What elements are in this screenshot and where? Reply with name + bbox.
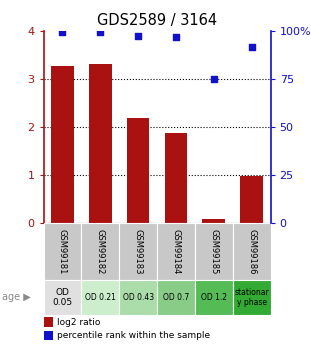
Bar (119, 280, 157, 315)
Bar (51, 66, 74, 223)
Bar (202, 219, 225, 223)
Bar (89, 63, 112, 223)
Text: OD 0.43: OD 0.43 (123, 293, 154, 302)
Bar (195, 223, 233, 280)
Bar (119, 223, 157, 280)
Bar (44, 317, 53, 327)
Point (60, 29, 65, 35)
Text: OD
0.05: OD 0.05 (52, 288, 72, 307)
Point (249, 45, 254, 50)
Text: GSM99185: GSM99185 (209, 229, 218, 274)
Bar (195, 280, 233, 315)
Text: GSM99182: GSM99182 (96, 229, 105, 274)
Bar (44, 331, 53, 340)
Text: stationar
y phase: stationar y phase (234, 288, 269, 307)
Text: OD 0.21: OD 0.21 (85, 293, 116, 302)
Bar (165, 133, 187, 223)
Title: GDS2589 / 3164: GDS2589 / 3164 (97, 13, 217, 29)
Text: GSM99181: GSM99181 (58, 229, 67, 274)
Bar (240, 176, 263, 223)
Text: GSM99184: GSM99184 (171, 229, 180, 274)
Text: age ▶: age ▶ (2, 293, 30, 303)
Bar (127, 118, 150, 223)
Bar (44, 223, 81, 280)
Point (211, 76, 216, 82)
Bar (44, 280, 81, 315)
Bar (81, 280, 119, 315)
Point (98, 29, 103, 35)
Bar (81, 223, 119, 280)
Text: OD 0.7: OD 0.7 (163, 293, 189, 302)
Bar (157, 223, 195, 280)
Text: OD 1.2: OD 1.2 (201, 293, 227, 302)
Text: log2 ratio: log2 ratio (57, 318, 100, 327)
Point (174, 34, 179, 40)
Text: GSM99183: GSM99183 (134, 229, 143, 274)
Bar (233, 223, 271, 280)
Text: percentile rank within the sample: percentile rank within the sample (57, 331, 210, 340)
Bar (233, 280, 271, 315)
Point (136, 33, 141, 39)
Bar (157, 280, 195, 315)
Text: GSM99186: GSM99186 (247, 229, 256, 274)
